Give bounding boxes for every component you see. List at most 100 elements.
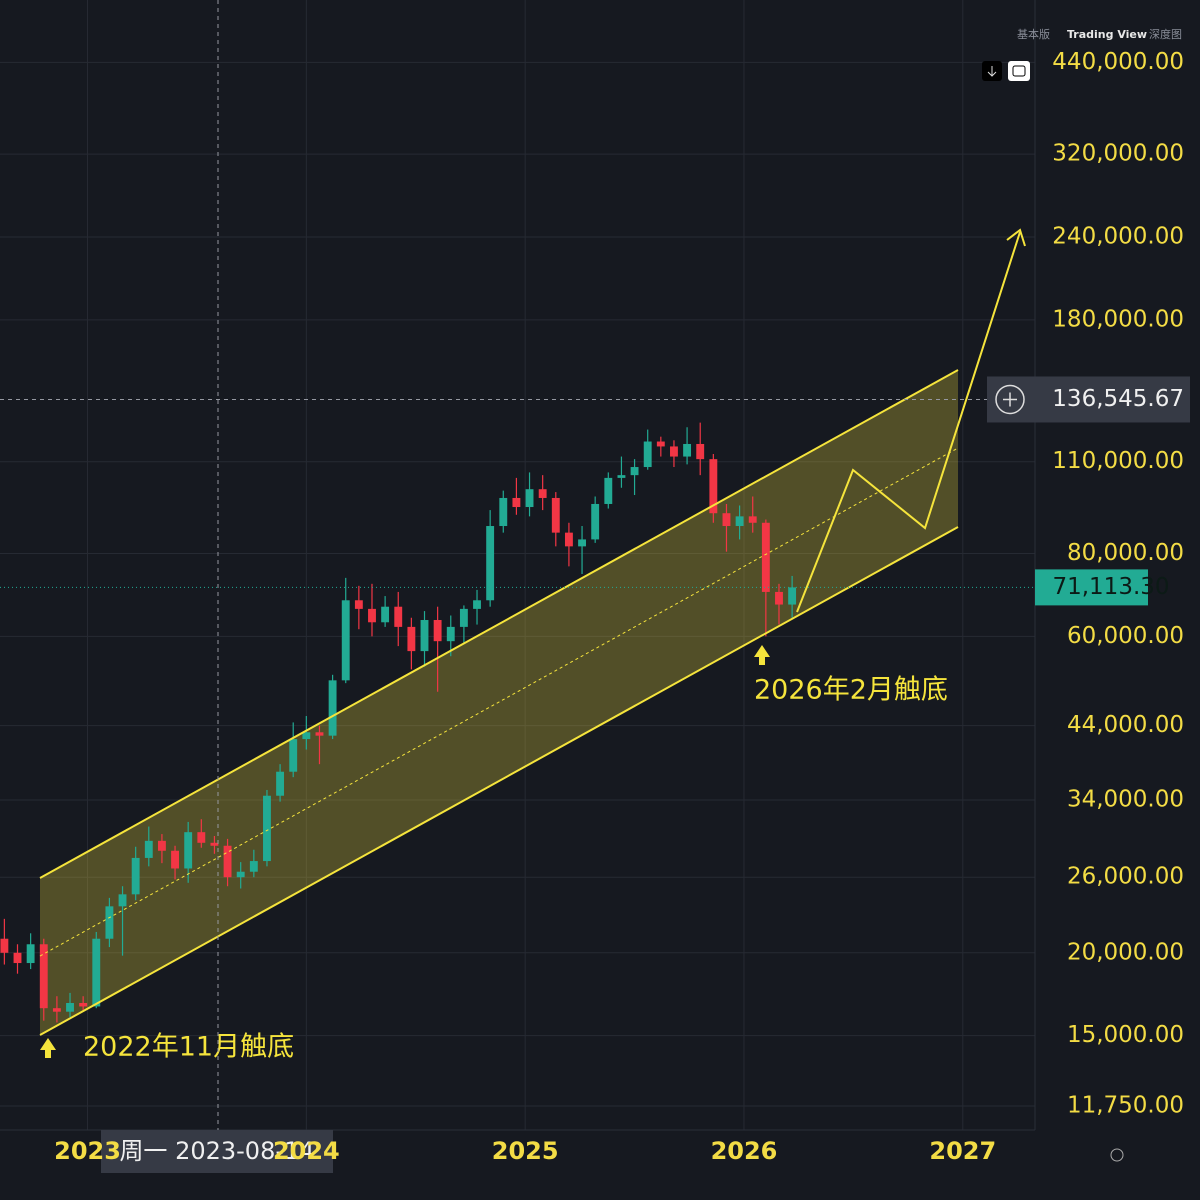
y-tick-label: 80,000.00 [1067,540,1184,566]
candle-body [696,443,705,460]
settings-icon[interactable] [1110,1148,1124,1162]
candle-body [722,513,731,527]
candle-body [670,446,678,457]
toolbar-tab[interactable]: Trading View [1067,28,1147,41]
candle-body [525,489,534,508]
candle-body [551,497,560,533]
annotation: 2022年11月触底 [83,1032,294,1063]
y-tick-label: 320,000.00 [1052,141,1184,167]
candle-body [79,1003,88,1007]
projection-arrowhead [1006,228,1026,247]
candle-body [420,620,429,652]
crosshair-date-box [101,1130,333,1173]
candle-body [105,906,114,939]
candle-body [368,608,376,623]
crosshair-price-label: 136,545.67 [1052,386,1184,412]
overlay: 71,113.30 136,545.67 周一 2023-08-14 [0,0,1190,1173]
x-tick-label: 2025 [492,1137,559,1165]
y-tick-label: 26,000.00 [1067,864,1184,890]
candle-body [171,850,179,869]
candle-body [39,944,48,1009]
plus-icon [1003,392,1017,407]
candle-body [197,832,206,843]
candle-body [157,840,166,851]
candle-body [473,600,481,609]
candle-body [564,532,573,547]
candle-body [446,626,455,642]
y-tick-label: 11,750.00 [1067,1092,1184,1118]
candle-body [0,938,9,953]
candle-body [263,795,271,862]
candle-body [131,857,140,895]
channel-upper [39,369,959,879]
y-tick-label: 44,000.00 [1067,712,1184,738]
fullscreen-icon [1012,65,1026,77]
x-tick-label: 2026 [711,1137,778,1165]
channel-mid [39,447,959,957]
candle-body [276,771,285,796]
y-tick-label: 34,000.00 [1067,786,1184,812]
crosshair-plus-button[interactable] [995,384,1025,415]
candle-body [302,732,311,740]
y-tick-label: 15,000.00 [1067,1022,1184,1048]
candle-body [788,587,797,605]
current-price-label: 71,113.30 [1052,574,1169,600]
candle-body [512,497,521,508]
candle-body [236,871,245,878]
candle-body [761,522,770,592]
candle-body [210,842,219,846]
candle-body [604,477,613,504]
candle-body [249,861,258,872]
current-price-box [1035,569,1148,606]
grid [0,0,1035,1130]
candle-body [656,441,665,447]
candle-body [748,516,757,523]
candle-body [578,539,586,547]
y-tick-label: 20,000.00 [1067,939,1184,965]
candle-body [315,732,324,736]
y-tick-label: 60,000.00 [1067,623,1184,649]
candle-body [735,516,744,527]
candle-body [499,497,508,527]
x-tick-label: 2027 [929,1137,996,1165]
candle-body [643,441,652,468]
candle-body [328,680,337,736]
download-icon [987,66,997,77]
y-tick-label: 240,000.00 [1052,224,1184,250]
candle-body [617,475,626,478]
candle-body [354,600,363,609]
candle-body [486,526,495,601]
candle-body [52,1008,61,1012]
candle-body [381,606,390,623]
candle-body [630,467,639,476]
candle-body [538,489,547,498]
candle-body [433,620,442,642]
fullscreen-button[interactable] [1008,61,1030,81]
y-tick-label: 180,000.00 [1052,306,1184,332]
candle-body [407,626,416,652]
arrow-icon [754,645,770,665]
candle-body [775,591,783,605]
candle-body [709,459,718,514]
candle-body [144,840,153,858]
arrow-icon [40,1038,56,1058]
toolbar-tab[interactable]: 基本版 [1017,27,1050,41]
candle-body [26,944,35,964]
crosshair-price-box [987,376,1190,423]
candle-body [394,606,403,627]
candle-body [223,845,232,878]
candle-body [66,1003,74,1012]
x-tick-label: 2023 [54,1137,121,1165]
x-tick-label: 2024 [273,1137,340,1165]
candle-body [289,739,298,772]
candle-body [341,600,350,681]
channel-lower [39,526,959,1036]
crosshair-date-label: 周一 2023-08-14 [119,1137,314,1165]
toolbar-tab[interactable]: 深度图 [1149,27,1182,41]
annotation: 2026年2月触底 [754,675,948,706]
candle-body [591,503,600,540]
y-tick-label: 440,000.00 [1052,49,1184,75]
